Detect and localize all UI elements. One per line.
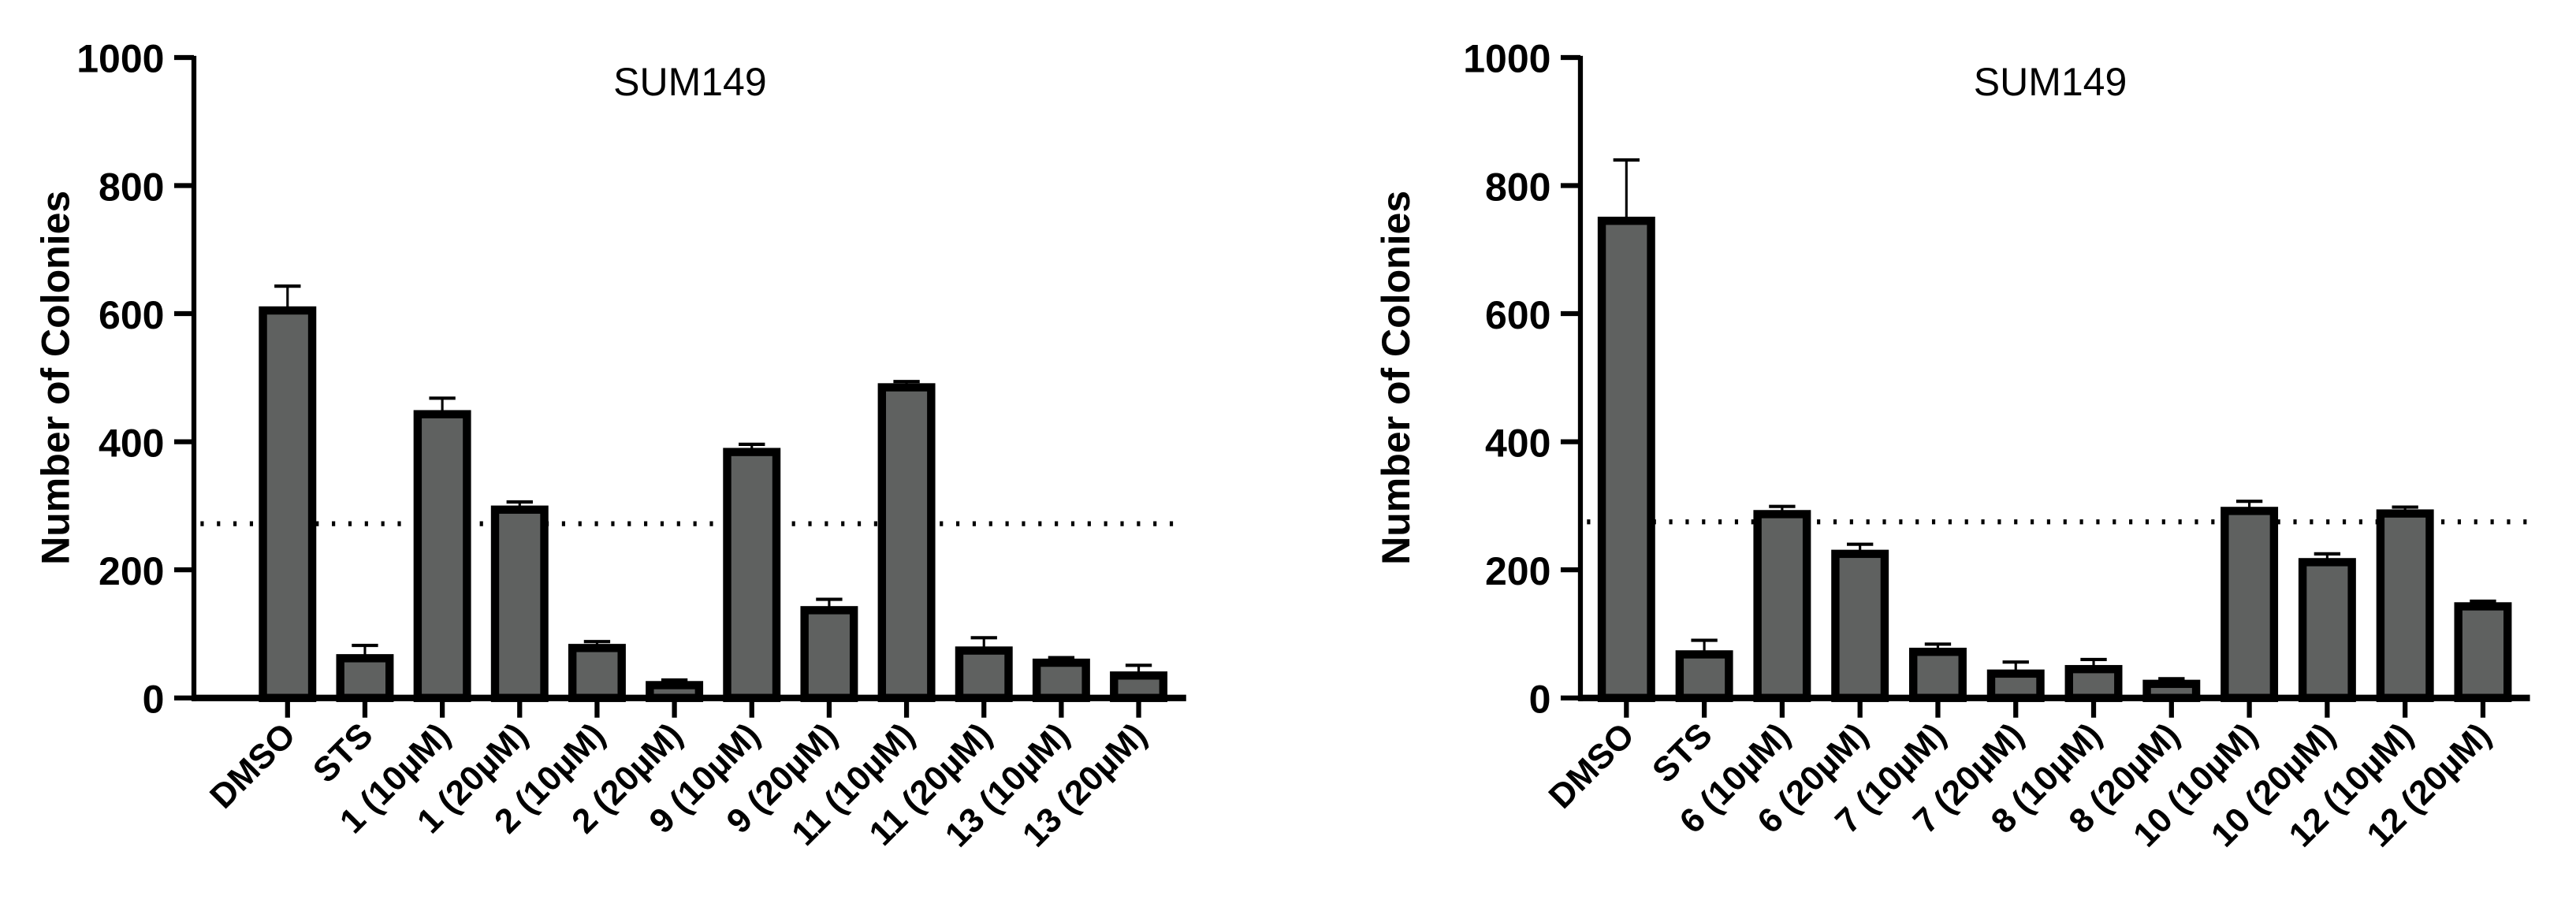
chart-2: SUM149 Number of Colonies 0 200 400 600 800 100… — [1374, 37, 2530, 854]
bar — [1908, 648, 1967, 702]
x-tick-label: DMSO — [1541, 715, 1641, 816]
bar — [1753, 510, 1811, 702]
y-tick-label: 800 — [1485, 165, 1550, 209]
y-tick-label: 800 — [99, 165, 164, 209]
y-tick-label: 400 — [1485, 421, 1550, 465]
bar — [259, 306, 317, 702]
bar — [800, 606, 858, 702]
y-tick-label: 1000 — [76, 37, 164, 81]
bar — [2376, 509, 2434, 702]
bar — [1831, 549, 1889, 702]
bar — [1110, 671, 1168, 702]
chart-title: SUM149 — [1974, 60, 2127, 104]
bar — [646, 681, 704, 702]
y-tick-label: 200 — [1485, 549, 1550, 593]
y-tick-label: 1000 — [1463, 37, 1550, 81]
bar — [1986, 669, 2045, 702]
bar — [2220, 507, 2279, 702]
chart-title: SUM149 — [613, 60, 767, 104]
bar — [490, 505, 549, 702]
bar — [2064, 664, 2123, 702]
y-tick-label: 600 — [99, 293, 164, 337]
y-tick-label: 200 — [99, 549, 164, 593]
chart-1: SUM149 Number of Colonies 0 200 400 600 800 100… — [34, 37, 1186, 854]
y-tick-label: 0 — [143, 677, 165, 721]
y-tick-label: 600 — [1485, 293, 1550, 337]
bar — [1675, 650, 1733, 702]
y-axis-label: Number of Colonies — [1374, 191, 1418, 565]
bar — [336, 654, 394, 702]
bar — [2142, 679, 2201, 702]
y-tick-label: 0 — [1529, 677, 1551, 721]
bar — [1032, 658, 1090, 702]
bar — [568, 644, 626, 702]
bar — [877, 383, 936, 702]
bar — [2298, 558, 2356, 702]
bar — [1597, 216, 1655, 702]
bar — [2454, 602, 2512, 702]
y-tick-label: 400 — [99, 421, 164, 465]
y-axis-label: Number of Colonies — [34, 191, 78, 565]
x-tick-label: DMSO — [203, 715, 303, 816]
bar — [955, 646, 1013, 702]
bar — [723, 448, 781, 702]
bar — [413, 410, 471, 702]
